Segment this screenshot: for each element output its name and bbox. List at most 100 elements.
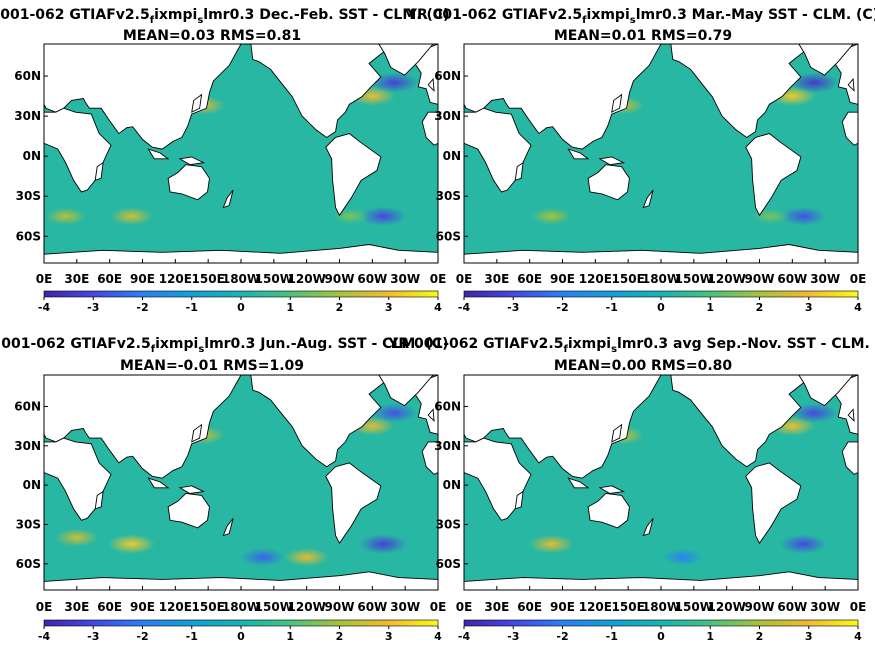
colorbar-tick-label: 4 [434, 630, 442, 643]
x-tick-label: 120W [708, 272, 746, 286]
colorbar-tick-label: -1 [186, 630, 198, 643]
anomaly-patch [370, 72, 418, 93]
colorbar-tick-label: -3 [507, 630, 519, 643]
x-tick-label: 150W [675, 272, 713, 286]
x-tick-label: 150E [612, 600, 645, 614]
y-tick-label: 30S [436, 517, 461, 531]
anomaly-patch [780, 534, 827, 554]
anomaly-patch [780, 206, 826, 226]
x-tick-label: 120E [159, 600, 192, 614]
y-tick-label: 60N [14, 399, 41, 413]
y-tick-label: 60N [434, 399, 461, 413]
x-tick-label: 30E [64, 600, 89, 614]
x-tick-label: 30W [810, 272, 840, 286]
colorbar-tick-label: 0 [657, 301, 665, 314]
x-tick-label: 30W [810, 600, 840, 614]
colorbar-tick-label: -3 [507, 301, 519, 314]
anomaly-patch [790, 72, 839, 93]
sst-map [464, 375, 858, 590]
x-tick-label: 0E [456, 600, 473, 614]
x-tick-label: 60W [777, 272, 807, 286]
y-tick-label: 60S [436, 557, 461, 571]
x-tick-label: 60W [777, 600, 807, 614]
x-tick-label: 0E [850, 600, 867, 614]
colorbar-tick-label: -3 [87, 630, 99, 643]
x-tick-label: 90E [130, 272, 155, 286]
panel-title: YR 001-062 GTIAFv2.5fixmpislmr0.3 avg Se… [387, 336, 875, 355]
x-tick-label: 30W [390, 272, 420, 286]
y-tick-label: 0N [23, 478, 41, 492]
y-tick-label: 60S [16, 557, 41, 571]
colorbar-tick-label: 3 [385, 301, 393, 314]
x-tick-label: 90E [550, 600, 575, 614]
colorbar-tick-label: 1 [286, 630, 294, 643]
colorbar-tick-label: 1 [706, 301, 714, 314]
x-tick-label: 120W [708, 600, 746, 614]
colorbar-tick-label: -4 [458, 630, 471, 643]
colorbar-tick-label: 3 [805, 301, 813, 314]
x-tick-label: 180W [222, 600, 260, 614]
sst-panel-3: YR 001-062 GTIAFv2.5fixmpislmr0.3 Jun.-A… [0, 336, 449, 643]
sst-map [464, 44, 858, 263]
colorbar-tick-label: -1 [606, 630, 618, 643]
x-tick-label: 150E [612, 272, 645, 286]
panel-subtitle: MEAN=0.03 RMS=0.81 [123, 28, 301, 44]
x-tick-label: 0E [36, 272, 53, 286]
x-tick-label: 60E [517, 600, 542, 614]
colorbar-tick-label: -4 [38, 301, 51, 314]
colorbar-tick-label: 4 [854, 301, 862, 314]
colorbar-tick-label: -2 [136, 301, 148, 314]
y-tick-label: 30S [16, 517, 41, 531]
y-tick-label: 30N [434, 109, 461, 123]
x-tick-label: 90W [325, 272, 355, 286]
sst-panel-4: YR 001-062 GTIAFv2.5fixmpislmr0.3 avg Se… [387, 336, 875, 643]
colorbar-tick-label: 1 [286, 301, 294, 314]
anomaly-patch [284, 547, 330, 567]
panel-title: YR 001-062 GTIAFv2.5fixmpislmr0.3 Jun.-A… [0, 336, 449, 355]
x-tick-label: 30E [64, 272, 89, 286]
x-tick-label: 90E [130, 600, 155, 614]
x-tick-label: 0E [430, 272, 447, 286]
colorbar-tick-label: -1 [186, 301, 198, 314]
x-tick-label: 180W [642, 272, 680, 286]
y-tick-label: 60S [436, 229, 461, 243]
x-tick-label: 120E [579, 600, 612, 614]
x-tick-label: 120W [288, 600, 326, 614]
y-tick-label: 0N [443, 478, 461, 492]
x-tick-label: 90W [745, 600, 775, 614]
x-tick-label: 90E [550, 272, 575, 286]
sst-panel-1: YR 001-062 GTIAFv2.5fixmpislmr0.3 Dec.-F… [0, 7, 450, 314]
colorbar-tick-label: 3 [385, 630, 393, 643]
y-tick-label: 30S [436, 189, 461, 203]
colorbar-tick-label: -4 [458, 301, 471, 314]
x-tick-label: 120W [288, 272, 326, 286]
anomaly-patch [360, 206, 407, 226]
colorbar-tick-label: 2 [336, 301, 344, 314]
y-tick-label: 0N [23, 149, 41, 163]
colorbar-tick-label: 4 [854, 630, 862, 643]
y-tick-label: 30N [14, 109, 41, 123]
panel-title: YR 001-062 GTIAFv2.5fixmpislmr0.3 Mar.-M… [406, 7, 875, 26]
x-tick-label: 60E [517, 272, 542, 286]
anomaly-patch [791, 403, 838, 423]
colorbar-tick-label: 2 [756, 630, 764, 643]
colorbar-tick-label: 2 [756, 301, 764, 314]
sst-panel-2: YR 001-062 GTIAFv2.5fixmpislmr0.3 Mar.-M… [406, 7, 875, 314]
colorbar-tick-label: -2 [136, 630, 148, 643]
sst-map [44, 375, 438, 590]
x-tick-label: 120E [579, 272, 612, 286]
anomaly-patch [55, 528, 99, 547]
y-tick-label: 0N [443, 149, 461, 163]
x-tick-label: 150W [255, 272, 293, 286]
colorbar [463, 619, 859, 627]
colorbar-tick-label: -2 [556, 630, 568, 643]
panel-title: YR 001-062 GTIAFv2.5fixmpislmr0.3 Dec.-F… [0, 7, 450, 26]
x-tick-label: 0E [850, 272, 867, 286]
colorbar-tick-label: -1 [606, 301, 618, 314]
colorbar [43, 619, 439, 627]
colorbar-tick-label: 0 [237, 630, 245, 643]
colorbar-tick-label: 0 [657, 630, 665, 643]
colorbar [43, 290, 439, 298]
x-tick-label: 30E [484, 600, 509, 614]
